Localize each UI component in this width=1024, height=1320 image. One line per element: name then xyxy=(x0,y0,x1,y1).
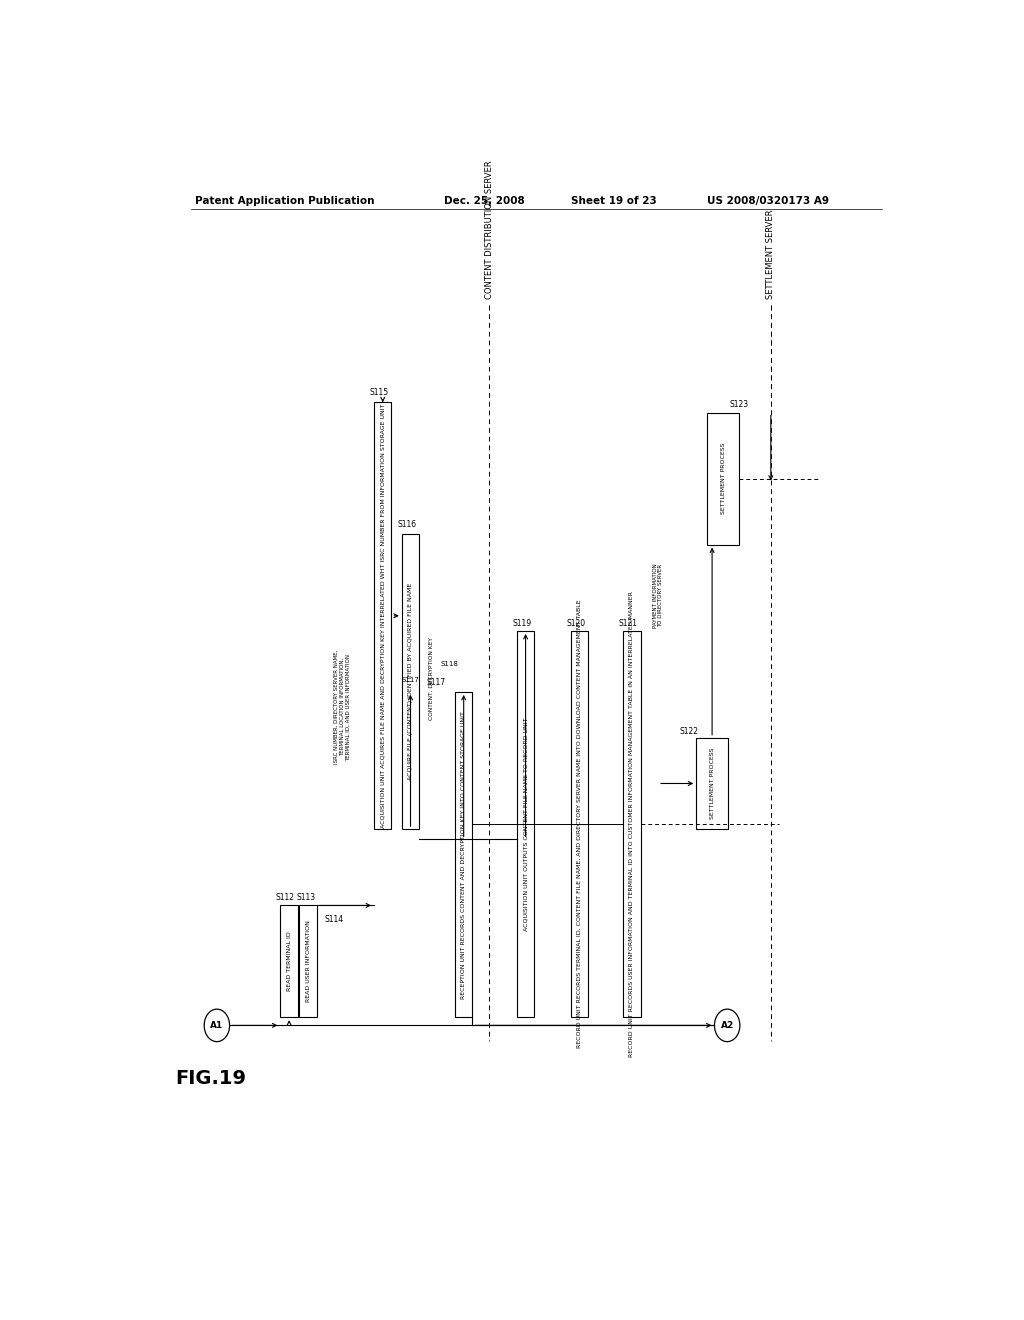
Text: S120: S120 xyxy=(566,619,585,628)
Text: S116: S116 xyxy=(397,520,417,529)
Text: S117: S117 xyxy=(401,677,419,682)
Text: S112: S112 xyxy=(275,894,295,903)
Text: Dec. 25, 2008: Dec. 25, 2008 xyxy=(443,195,524,206)
Text: S122: S122 xyxy=(680,727,698,735)
Text: ACQUISITION UNIT OUTPUTS CONTENT FILE NAME TO RECORD UNIT: ACQUISITION UNIT OUTPUTS CONTENT FILE NA… xyxy=(523,717,528,931)
Text: ISRC NUMBER, DIRECTORY SERVER NAME,
TERMINAL LOCATION INFORMATION,
TERMINAL ID, : ISRC NUMBER, DIRECTORY SERVER NAME, TERM… xyxy=(334,649,350,764)
Text: S113: S113 xyxy=(296,894,315,903)
FancyBboxPatch shape xyxy=(517,631,535,1018)
FancyBboxPatch shape xyxy=(455,692,472,1018)
Text: ACQUIRE FILE (CONTENT) IDENTIFIED BY ACQUIRED FILE NAME: ACQUIRE FILE (CONTENT) IDENTIFIED BY ACQ… xyxy=(408,583,413,780)
Text: SETTLEMENT PROCESS: SETTLEMENT PROCESS xyxy=(721,442,726,515)
Text: S115: S115 xyxy=(370,388,388,397)
Text: CONTENT, DECRYPTION KEY: CONTENT, DECRYPTION KEY xyxy=(429,638,433,721)
Text: Sheet 19 of 23: Sheet 19 of 23 xyxy=(570,195,656,206)
Text: SETTLEMENT SERVER: SETTLEMENT SERVER xyxy=(766,209,775,298)
Text: S114: S114 xyxy=(325,915,344,924)
FancyBboxPatch shape xyxy=(570,631,588,1018)
Text: S121: S121 xyxy=(618,619,638,628)
Text: S123: S123 xyxy=(729,400,749,409)
Text: A1: A1 xyxy=(210,1020,223,1030)
FancyBboxPatch shape xyxy=(624,631,641,1018)
FancyBboxPatch shape xyxy=(374,403,391,829)
Text: RECEPTION UNIT RECORDS CONTENT AND DECRYPTION KEY INTO CONTENT STORAGE UNIT: RECEPTION UNIT RECORDS CONTENT AND DECRY… xyxy=(461,710,466,998)
FancyBboxPatch shape xyxy=(281,906,298,1018)
Text: RECORD UNIT RECORDS USER INFORMATION AND TERMINAL ID INTO CUSTOMER INFORMATION M: RECORD UNIT RECORDS USER INFORMATION AND… xyxy=(630,591,635,1057)
FancyBboxPatch shape xyxy=(708,412,739,545)
Text: S117: S117 xyxy=(426,678,445,686)
Text: SETTLEMENT PROCESS: SETTLEMENT PROCESS xyxy=(710,747,715,820)
Text: FIG.19: FIG.19 xyxy=(176,1069,247,1088)
Text: PAYMENT INFORMATION
TO DIRECTORY SERVER: PAYMENT INFORMATION TO DIRECTORY SERVER xyxy=(652,564,664,628)
Text: US 2008/0320173 A9: US 2008/0320173 A9 xyxy=(708,195,829,206)
Text: ACQUISITION UNIT ACQUIRES FILE NAME AND DECRYPTION KEY INTERRELATED WHT ISRC NUM: ACQUISITION UNIT ACQUIRES FILE NAME AND … xyxy=(380,404,385,828)
FancyBboxPatch shape xyxy=(696,738,728,829)
Text: S119: S119 xyxy=(512,619,531,628)
Text: READ USER INFORMATION: READ USER INFORMATION xyxy=(305,920,310,1002)
FancyBboxPatch shape xyxy=(299,906,316,1018)
Text: CONTENT DISTRIBUTION SERVER: CONTENT DISTRIBUTION SERVER xyxy=(484,160,494,298)
Text: READ TERMINAL ID: READ TERMINAL ID xyxy=(287,932,292,991)
Text: A2: A2 xyxy=(721,1020,734,1030)
Text: Patent Application Publication: Patent Application Publication xyxy=(196,195,375,206)
Text: S118: S118 xyxy=(440,660,459,667)
FancyBboxPatch shape xyxy=(401,535,419,829)
Text: RECORD UNIT RECORDS TERMINAL ID, CONTENT FILE NAME, AND DIRECTORY SERVER NAME IN: RECORD UNIT RECORDS TERMINAL ID, CONTENT… xyxy=(578,599,582,1048)
